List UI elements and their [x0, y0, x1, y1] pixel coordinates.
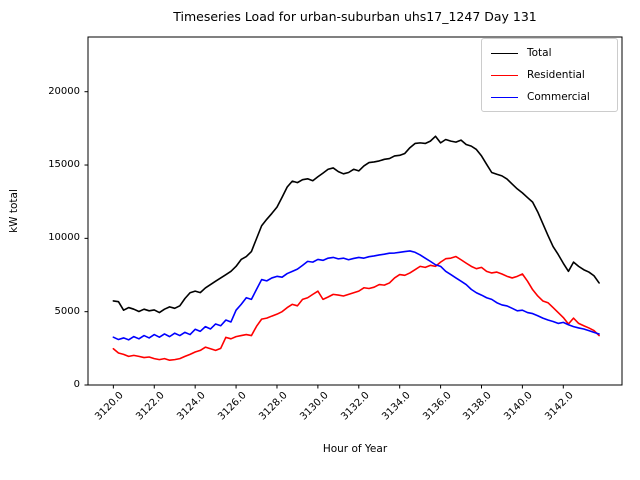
commercial-line: [112, 250, 600, 341]
axes-frame: [87, 36, 623, 386]
legend-label: Residential: [527, 69, 585, 81]
y-tick-label: 15000: [48, 159, 80, 171]
y-tick-label: 10000: [48, 232, 80, 244]
y-tick-label: 0: [73, 379, 80, 390]
legend-entry-commercial: Commercial: [491, 89, 609, 105]
legend-entry-residential: Residential: [491, 67, 609, 83]
residential-line: [112, 255, 600, 362]
y-axis-label: kW total: [8, 189, 20, 233]
legend-line-sample: [491, 96, 518, 98]
legend-line-sample: [491, 74, 518, 76]
x-axis-label: Hour of Year: [322, 443, 388, 455]
y-tick-label: 5000: [54, 305, 80, 317]
legend-label: Commercial: [527, 91, 590, 103]
legend-entry-total: Total: [491, 45, 609, 61]
y-tick-label: 20000: [48, 85, 80, 97]
legend-line-sample: [491, 52, 518, 54]
chart-title: Timeseries Load for urban-suburban uhs17…: [173, 9, 537, 24]
total-line: [112, 135, 600, 314]
legend-label: Total: [527, 47, 552, 59]
legend: Total Residential Commercial: [481, 38, 618, 112]
